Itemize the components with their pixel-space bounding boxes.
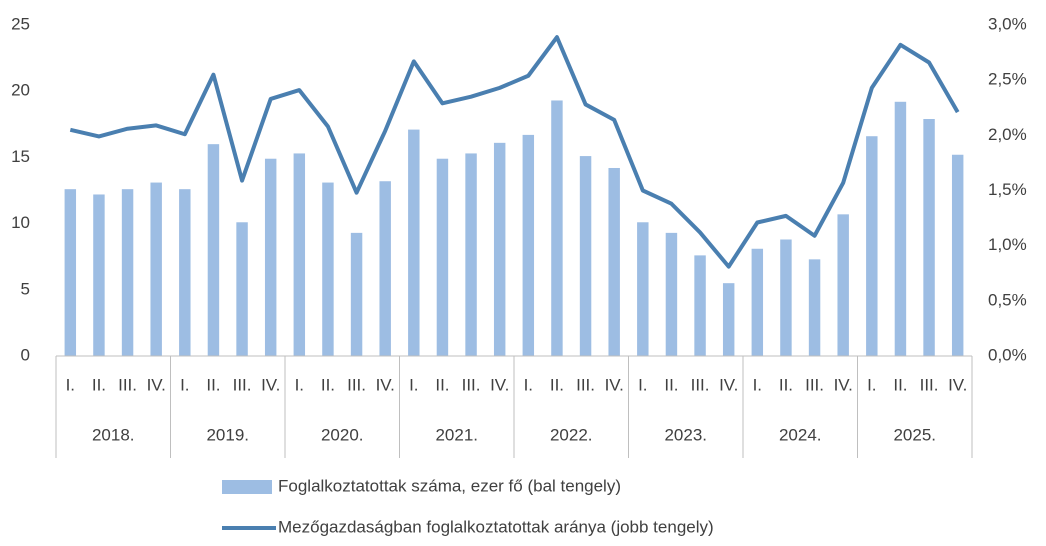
x-tick-label: II. <box>664 375 678 394</box>
y-tick-label: 25 <box>11 14 30 33</box>
x-tick-label: II. <box>321 375 335 394</box>
y2-tick-label: 1,0% <box>988 235 1027 254</box>
x-tick-label: IV. <box>834 375 853 394</box>
x-tick-label: III. <box>691 375 710 394</box>
bar <box>808 259 821 356</box>
x-tick-label: II. <box>550 375 564 394</box>
y-tick-label: 5 <box>21 279 30 298</box>
x-tick-label: II. <box>206 375 220 394</box>
bar <box>293 153 306 356</box>
bar <box>951 154 964 356</box>
group-label: 2022. <box>550 425 593 444</box>
group-label: 2020. <box>321 425 364 444</box>
x-tick-label: I. <box>409 375 418 394</box>
bar <box>751 248 764 356</box>
bar <box>866 136 878 356</box>
x-tick-label: IV. <box>948 375 967 394</box>
group-label: 2025. <box>893 425 936 444</box>
legend-label: Mezőgazdaságban foglalkoztatottak aránya… <box>278 517 714 536</box>
bar <box>665 232 678 356</box>
x-tick-label: IV. <box>719 375 738 394</box>
bar <box>350 232 363 356</box>
bar <box>837 214 849 356</box>
x-tick-label: III. <box>347 375 366 394</box>
x-tick-label: II. <box>435 375 449 394</box>
x-tick-label: II. <box>779 375 793 394</box>
x-tick-label: IV. <box>376 375 395 394</box>
x-tick-label: III. <box>576 375 595 394</box>
legend-swatch <box>222 480 272 494</box>
x-tick-label: III. <box>920 375 939 394</box>
line <box>69 35 960 269</box>
x-tick-label: IV. <box>605 375 624 394</box>
x-tick-label: IV. <box>147 375 166 394</box>
x-tick-label: I. <box>867 375 876 394</box>
bar <box>780 239 792 356</box>
group-label: 2019. <box>206 425 249 444</box>
x-tick-label: IV. <box>490 375 509 394</box>
x-tick-label: III. <box>462 375 481 394</box>
bar <box>894 101 907 357</box>
bar <box>150 182 162 356</box>
bar <box>64 189 77 356</box>
bar <box>493 142 506 356</box>
x-tick-label: I. <box>295 375 304 394</box>
bar <box>465 153 477 356</box>
bar <box>694 255 706 356</box>
bar <box>579 156 592 356</box>
y-tick-label: 10 <box>11 213 30 232</box>
bar <box>722 283 735 356</box>
y-tick-label: 0 <box>21 345 30 364</box>
bar <box>121 189 134 356</box>
x-tick-label: II. <box>893 375 907 394</box>
y2-tick-label: 0,0% <box>988 345 1027 364</box>
bar <box>379 181 391 356</box>
y2-tick-label: 1,5% <box>988 180 1027 199</box>
bar <box>236 222 248 356</box>
bar <box>551 100 563 356</box>
x-tick-label: I. <box>753 375 762 394</box>
bar <box>522 134 535 356</box>
group-label: 2018. <box>92 425 135 444</box>
x-tick-label: III. <box>805 375 824 394</box>
bar <box>408 129 420 356</box>
x-tick-label: I. <box>180 375 189 394</box>
legend-label: Foglalkoztatottak száma, ezer fő (bal te… <box>278 476 621 495</box>
bar <box>207 144 220 356</box>
group-label: 2021. <box>435 425 478 444</box>
x-tick-label: III. <box>233 375 252 394</box>
x-tick-label: I. <box>524 375 533 394</box>
bar <box>93 194 105 356</box>
bar <box>264 158 277 356</box>
x-tick-label: III. <box>118 375 137 394</box>
y2-tick-label: 3,0% <box>988 14 1027 33</box>
bar <box>608 167 620 356</box>
y2-tick-label: 0,5% <box>988 290 1027 309</box>
bar <box>322 182 334 356</box>
y2-tick-label: 2,0% <box>988 125 1027 144</box>
y2-tick-label: 2,5% <box>988 70 1027 89</box>
x-tick-label: I. <box>638 375 647 394</box>
x-tick-label: IV. <box>261 375 280 394</box>
x-tick-label: I. <box>66 375 75 394</box>
bar <box>637 222 649 356</box>
bar <box>436 158 449 356</box>
x-tick-label: II. <box>92 375 106 394</box>
bar <box>179 189 191 356</box>
bar <box>923 119 935 356</box>
y-tick-label: 15 <box>11 147 30 166</box>
y-tick-label: 20 <box>11 81 30 100</box>
group-label: 2023. <box>664 425 707 444</box>
group-label: 2024. <box>779 425 822 444</box>
